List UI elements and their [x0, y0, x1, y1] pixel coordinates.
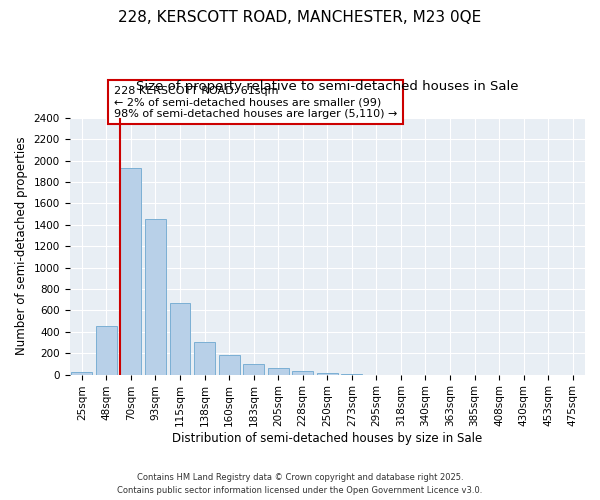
Bar [317, 373, 338, 374]
Bar [170, 303, 190, 374]
Bar [96, 326, 117, 374]
X-axis label: Distribution of semi-detached houses by size in Sale: Distribution of semi-detached houses by … [172, 432, 482, 445]
Title: Size of property relative to semi-detached houses in Sale: Size of property relative to semi-detach… [136, 80, 518, 93]
Bar [218, 356, 239, 374]
Bar [121, 168, 142, 374]
Bar [292, 372, 313, 374]
Text: Contains HM Land Registry data © Crown copyright and database right 2025.
Contai: Contains HM Land Registry data © Crown c… [118, 473, 482, 495]
Text: 228, KERSCOTT ROAD, MANCHESTER, M23 0QE: 228, KERSCOTT ROAD, MANCHESTER, M23 0QE [118, 10, 482, 25]
Bar [243, 364, 264, 374]
Bar [268, 368, 289, 374]
Bar [71, 372, 92, 374]
Bar [145, 220, 166, 374]
Text: 228 KERSCOTT ROAD: 61sqm
← 2% of semi-detached houses are smaller (99)
98% of se: 228 KERSCOTT ROAD: 61sqm ← 2% of semi-de… [114, 86, 397, 119]
Y-axis label: Number of semi-detached properties: Number of semi-detached properties [15, 137, 28, 356]
Bar [194, 342, 215, 374]
